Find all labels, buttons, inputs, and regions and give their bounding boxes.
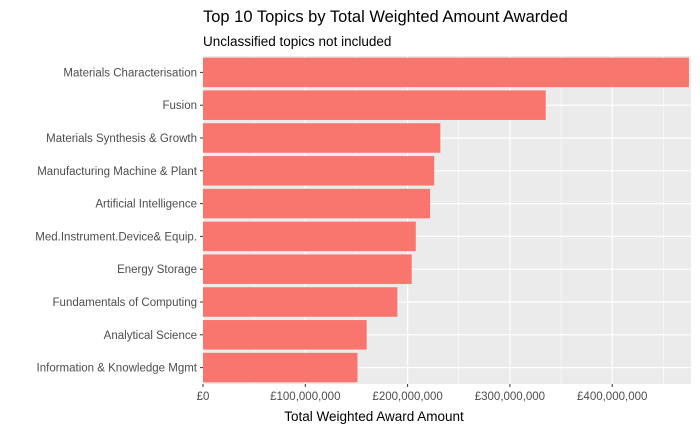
bar bbox=[203, 188, 431, 219]
bar bbox=[203, 90, 546, 120]
y-tick-label: Analytical Science bbox=[104, 330, 197, 342]
x-tick-label: £0 bbox=[197, 391, 210, 403]
bars bbox=[203, 57, 689, 383]
x-axis-ticks: £0 £100,000,000 £200,000,000 £300,000,000 £4… bbox=[197, 384, 647, 403]
y-axis-labels: Materials Characterisation Fusion Material… bbox=[35, 67, 203, 375]
bar bbox=[203, 320, 367, 350]
bar bbox=[203, 221, 416, 252]
y-tick-label: Energy Storage bbox=[117, 264, 197, 276]
y-tick-label: Fusion bbox=[162, 100, 197, 112]
x-tick-label: £200,000,000 bbox=[372, 391, 442, 403]
bar bbox=[203, 352, 358, 383]
bar bbox=[203, 287, 398, 317]
y-tick-label: Med.Instrument.Device& Equip. bbox=[35, 231, 197, 243]
bar bbox=[203, 123, 441, 153]
y-tick-label: Materials Synthesis & Growth bbox=[46, 133, 197, 145]
bar bbox=[203, 57, 689, 88]
x-tick-label: £300,000,000 bbox=[475, 391, 545, 403]
bar bbox=[203, 254, 412, 284]
x-tick-label: £400,000,000 bbox=[577, 391, 647, 403]
bar bbox=[203, 156, 435, 186]
y-tick-label: Information & Knowledge Mgmt bbox=[37, 363, 198, 375]
y-tick-label: Artificial Intelligence bbox=[95, 199, 197, 211]
y-tick-label: Materials Characterisation bbox=[63, 67, 197, 79]
y-tick-label: Manufacturing Machine & Plant bbox=[37, 166, 198, 178]
x-axis-title: Total Weighted Award Amount bbox=[284, 409, 464, 424]
x-tick-label: £100,000,000 bbox=[270, 391, 340, 403]
chart-subtitle: Unclassified topics not included bbox=[203, 34, 391, 49]
chart-title: Top 10 Topics by Total Weighted Amount A… bbox=[203, 8, 568, 26]
y-tick-label: Fundamentals of Computing bbox=[53, 297, 197, 309]
